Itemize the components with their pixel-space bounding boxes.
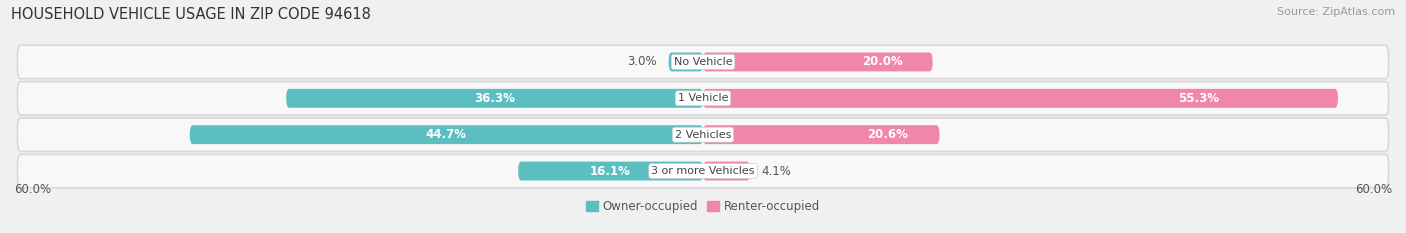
Text: 44.7%: 44.7% — [426, 128, 467, 141]
FancyBboxPatch shape — [17, 82, 1389, 115]
FancyBboxPatch shape — [703, 89, 1339, 108]
FancyBboxPatch shape — [17, 45, 1389, 79]
Text: 3 or more Vehicles: 3 or more Vehicles — [651, 166, 755, 176]
Legend: Owner-occupied, Renter-occupied: Owner-occupied, Renter-occupied — [581, 195, 825, 218]
Text: 3.0%: 3.0% — [627, 55, 657, 69]
FancyBboxPatch shape — [17, 154, 1389, 188]
Text: Source: ZipAtlas.com: Source: ZipAtlas.com — [1277, 7, 1395, 17]
Text: 1 Vehicle: 1 Vehicle — [678, 93, 728, 103]
FancyBboxPatch shape — [669, 52, 703, 71]
Text: 4.1%: 4.1% — [762, 164, 792, 178]
Text: 36.3%: 36.3% — [474, 92, 515, 105]
FancyBboxPatch shape — [17, 118, 1389, 151]
Text: 20.0%: 20.0% — [862, 55, 903, 69]
Text: HOUSEHOLD VEHICLE USAGE IN ZIP CODE 94618: HOUSEHOLD VEHICLE USAGE IN ZIP CODE 9461… — [11, 7, 371, 22]
FancyBboxPatch shape — [703, 52, 932, 71]
Text: 55.3%: 55.3% — [1178, 92, 1219, 105]
Text: 20.6%: 20.6% — [868, 128, 908, 141]
Text: 60.0%: 60.0% — [1355, 183, 1392, 196]
FancyBboxPatch shape — [519, 162, 703, 181]
Text: 2 Vehicles: 2 Vehicles — [675, 130, 731, 140]
FancyBboxPatch shape — [703, 125, 939, 144]
Text: No Vehicle: No Vehicle — [673, 57, 733, 67]
Text: 16.1%: 16.1% — [591, 164, 631, 178]
FancyBboxPatch shape — [703, 162, 749, 181]
Text: 60.0%: 60.0% — [14, 183, 51, 196]
FancyBboxPatch shape — [287, 89, 703, 108]
FancyBboxPatch shape — [190, 125, 703, 144]
